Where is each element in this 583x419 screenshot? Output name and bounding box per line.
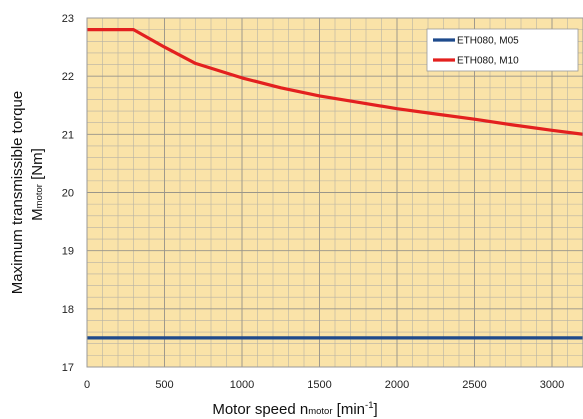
x-tick-label: 1500 [307,379,331,391]
series-line-2 [87,28,583,136]
y-axis-title-unit: [Nm] [29,148,46,184]
x-tick-label: 1000 [230,379,254,391]
x-axis-title-main: Motor speed n [212,401,308,418]
y-tick-label: 19 [62,246,74,258]
y-axis-title-main: M [29,208,46,221]
x-axis-title-unit: [min [333,401,366,418]
x-axis-title: Motor speed nmotor [min-1] [212,400,377,418]
plot-frame [86,17,583,368]
x-tick-label: 500 [155,379,173,391]
x-axis-title-sub: motor [308,406,332,417]
y-axis-title-sub: motor [34,184,45,208]
x-tick-label: 0 [84,379,90,391]
y-tick-label: 23 [62,13,74,25]
legend-label-1: ETH080, M05 [457,36,519,47]
x-axis-title-unit-sup: -1 [365,400,373,411]
y-axis-title-line1: Maximum transmissible torque [9,91,26,294]
legend-box [426,28,579,72]
y-axis-ticks: 17 18 19 20 21 22 23 [62,13,74,374]
series-lines [87,28,583,340]
y-tick-label: 17 [62,362,74,374]
y-axis-title: Maximum transmissible torque Mmotor [Nm] [9,91,46,294]
y-tick-label: 22 [62,71,74,83]
x-tick-label: 3000 [540,379,564,391]
y-tick-label: 18 [62,304,74,316]
y-tick-label: 21 [62,129,74,141]
x-axis-ticks: 0 500 1000 1500 2000 2500 3000 [84,379,564,391]
y-axis-title-line2: Mmotor [Nm] [29,148,46,221]
x-axis-title-unit-close: ] [373,401,377,418]
legend: ETH080, M05 ETH080, M10 [426,28,579,72]
y-tick-label: 20 [62,188,74,200]
x-tick-label: 2500 [462,379,486,391]
x-tick-label: 2000 [385,379,409,391]
legend-label-2: ETH080, M10 [457,56,519,67]
